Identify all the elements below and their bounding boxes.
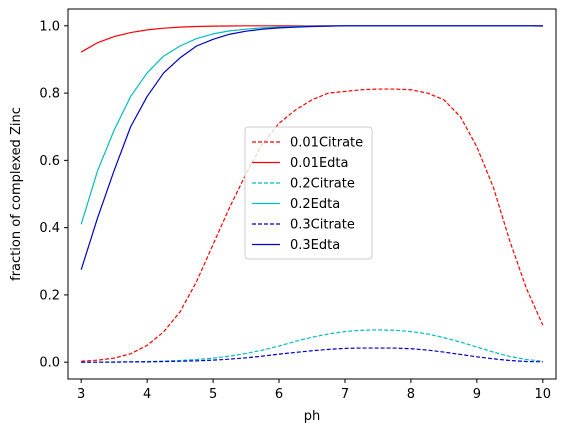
series-line-0.3Citrate [81,347,543,363]
legend-label: 0.01Citrate [290,136,363,151]
legend-label: 0.3Citrate [290,218,355,233]
x-axis-label: ph [304,409,321,424]
x-tick-label: 7 [341,387,349,402]
x-tick-label: 10 [535,387,552,402]
x-tick-label: 8 [407,387,415,402]
legend-box [244,126,373,260]
series-line-0.01Citrate [81,88,544,362]
y-tick-label: 0.6 [39,154,60,169]
y-axis-label: fraction of complexed Zinc [9,107,24,281]
legend-label: 0.3Edta [290,238,340,253]
x-tick-label: 3 [77,387,85,402]
plot-area-frame [67,8,557,380]
x-tick-label: 6 [275,387,283,402]
y-tick-label: 1.0 [39,19,60,34]
axis-ticks: 3 4 5 6 7 8 9 10 0.0 0.2 0.4 0.6 0.8 1.0 [39,19,551,402]
y-tick-label: 0.8 [39,87,60,102]
legend: 0.01Citrate 0.01Edta 0.2Citrate 0.2Edta 0.3C… [244,126,373,260]
series-line-0.3Edta [80,25,543,270]
legend-entries: 0.01Citrate 0.01Edta 0.2Citrate 0.2Edta 0.3C… [252,136,363,253]
y-tick-label: 0.2 [39,288,60,303]
legend-label: 0.2Citrate [290,177,355,192]
x-tick-label: 4 [143,387,151,402]
series-layer [80,25,544,363]
series-line-0.2Citrate [81,329,543,363]
y-tick-label: 0.4 [39,221,60,236]
series-line-0.01Edta [80,25,543,53]
x-tick-label: 9 [473,387,481,402]
legend-label: 0.01Edta [290,156,348,171]
y-tick-label: 0.0 [39,356,60,371]
legend-label: 0.2Edta [290,197,340,212]
x-tick-label: 5 [209,387,217,402]
